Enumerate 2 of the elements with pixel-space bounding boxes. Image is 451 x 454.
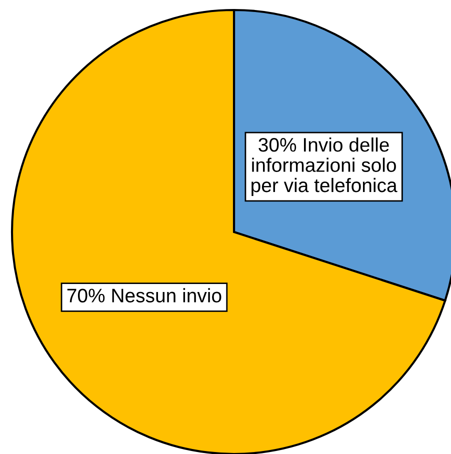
slice-label: 30% Invio delle informazioni solo per via telefonica bbox=[252, 137, 398, 196]
slice-label: 70% Nessun invio bbox=[67, 288, 222, 302]
